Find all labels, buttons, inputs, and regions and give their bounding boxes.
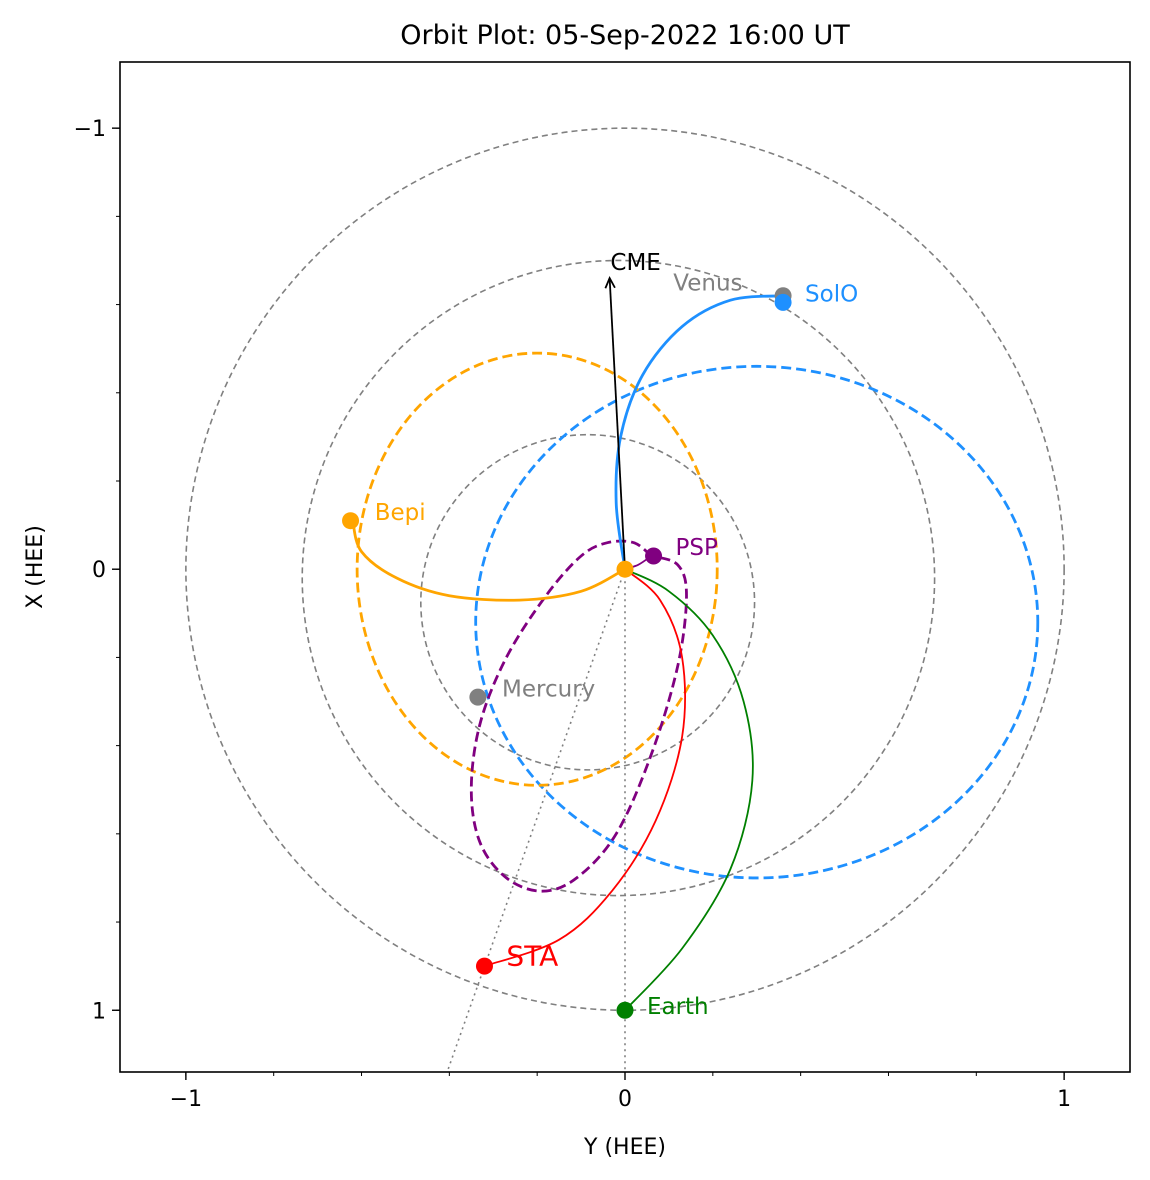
solo-orbit [474, 364, 1040, 880]
x-tick-label: 1 [1057, 1087, 1071, 1112]
sun-center-marker [616, 560, 634, 578]
solo-label: SolO [805, 282, 858, 308]
chart-title: Orbit Plot: 05-Sep-2022 16:00 UT [400, 20, 850, 51]
sta-marker [475, 957, 493, 975]
cme-label: CME [610, 250, 660, 276]
venus-orbit [301, 259, 936, 897]
psp-orbit [469, 539, 688, 893]
venus-label: Venus [673, 271, 742, 297]
x-axis-label: Y (HEE) [583, 1135, 666, 1160]
axis-ticks: −1 0 1 −1 0 1 [74, 117, 1072, 1112]
earth-label: Earth [647, 994, 709, 1020]
mercury-orbit [420, 433, 756, 771]
bepi-marker [342, 512, 360, 530]
sta-line [446, 568, 626, 1072]
mercury-label: Mercury [502, 676, 595, 702]
earth-marker [616, 1001, 634, 1019]
y-tick-label: 1 [92, 999, 106, 1024]
psp-marker [645, 547, 663, 565]
x-tick-label: −1 [170, 1087, 202, 1112]
bepi-label: Bepi [375, 500, 426, 526]
cme-arrow-shaft [608, 278, 626, 570]
y-tick-label: −1 [74, 117, 106, 142]
earth-spiral [624, 568, 754, 1011]
plot-area: CME Earth STA Venus SolO Mercury PSP Bepi [185, 127, 1065, 1072]
y-axis-label: X (HEE) [23, 525, 48, 609]
solo-spiral [614, 294, 784, 570]
y-tick-label: 0 [92, 558, 106, 583]
sta-spiral [484, 568, 686, 967]
psp-label: PSP [676, 535, 718, 561]
x-tick-label: 0 [618, 1087, 632, 1112]
sta-label: STA [506, 939, 558, 972]
bepi-orbit [355, 351, 719, 787]
mercury-marker [469, 688, 487, 706]
cme-arrow-head [604, 276, 616, 289]
bepi-spiral [351, 520, 626, 602]
solo-marker [774, 293, 792, 311]
